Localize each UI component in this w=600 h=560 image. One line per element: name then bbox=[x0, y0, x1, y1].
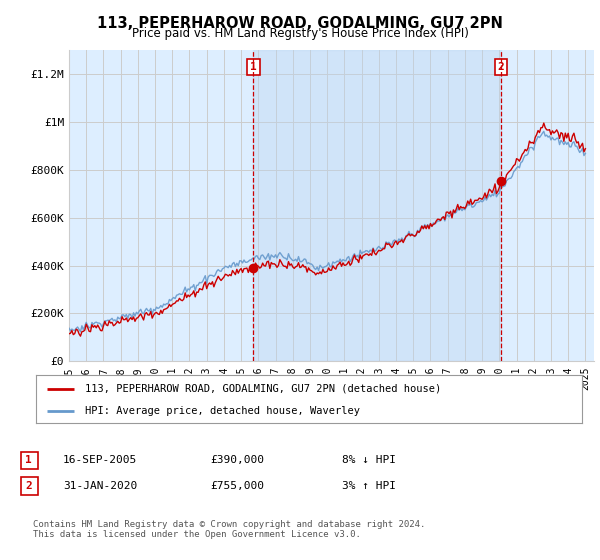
Text: 31-JAN-2020: 31-JAN-2020 bbox=[63, 481, 137, 491]
Text: 8% ↓ HPI: 8% ↓ HPI bbox=[342, 455, 396, 465]
Bar bbox=[253, 50, 501, 361]
Text: 2: 2 bbox=[25, 481, 32, 491]
Text: 3% ↑ HPI: 3% ↑ HPI bbox=[342, 481, 396, 491]
Text: 2: 2 bbox=[497, 62, 504, 72]
Text: Contains HM Land Registry data © Crown copyright and database right 2024.
This d: Contains HM Land Registry data © Crown c… bbox=[33, 520, 425, 539]
Text: Price paid vs. HM Land Registry's House Price Index (HPI): Price paid vs. HM Land Registry's House … bbox=[131, 27, 469, 40]
Text: HPI: Average price, detached house, Waverley: HPI: Average price, detached house, Wave… bbox=[85, 406, 360, 416]
Text: 1: 1 bbox=[250, 62, 257, 72]
Text: 1: 1 bbox=[25, 455, 32, 465]
Text: 16-SEP-2005: 16-SEP-2005 bbox=[63, 455, 137, 465]
Text: £755,000: £755,000 bbox=[210, 481, 264, 491]
Text: 113, PEPERHAROW ROAD, GODALMING, GU7 2PN (detached house): 113, PEPERHAROW ROAD, GODALMING, GU7 2PN… bbox=[85, 384, 442, 394]
Text: £390,000: £390,000 bbox=[210, 455, 264, 465]
Text: 113, PEPERHAROW ROAD, GODALMING, GU7 2PN: 113, PEPERHAROW ROAD, GODALMING, GU7 2PN bbox=[97, 16, 503, 31]
